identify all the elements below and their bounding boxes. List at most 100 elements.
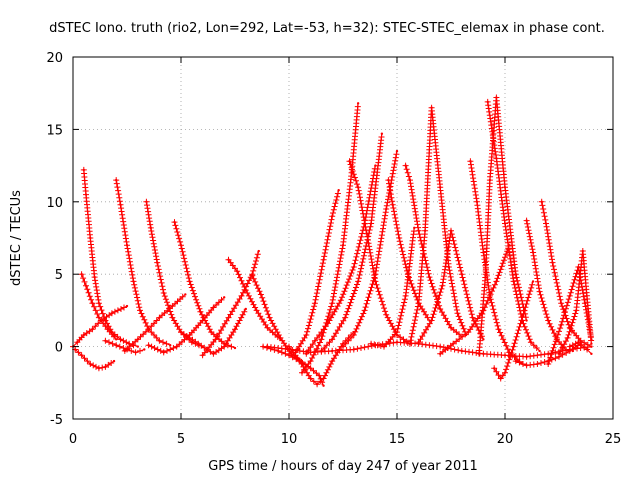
- data-point: [408, 178, 412, 182]
- data-point: [97, 301, 101, 305]
- data-point: [374, 280, 377, 283]
- data-point: [110, 330, 114, 334]
- data-point: [428, 275, 431, 279]
- data-point: [197, 342, 200, 345]
- data-point: [212, 352, 215, 356]
- data-point: [82, 168, 86, 172]
- x-tick-label: 10: [281, 432, 298, 447]
- data-point: [212, 306, 215, 309]
- data-point: [255, 309, 258, 312]
- data-point: [482, 338, 485, 341]
- data-point: [233, 328, 237, 331]
- data-point: [322, 377, 325, 380]
- data-point: [525, 319, 528, 322]
- data-point: [493, 367, 496, 370]
- data-point: [406, 273, 409, 276]
- chart-title: dSTEC Iono. truth (rio2, Lon=292, Lat=-5…: [49, 21, 605, 36]
- data-point: [235, 270, 239, 273]
- data-point: [590, 345, 593, 348]
- data-point: [158, 316, 161, 319]
- data-point: [512, 280, 515, 283]
- data-point: [339, 299, 343, 302]
- data-point: [547, 352, 550, 356]
- data-point: [395, 341, 399, 344]
- series-line: [74, 349, 115, 369]
- series-17: [299, 102, 361, 376]
- data-point: [471, 316, 474, 319]
- data-point: [214, 338, 217, 341]
- data-point: [531, 251, 535, 254]
- data-point: [223, 345, 226, 348]
- data-point: [536, 362, 539, 366]
- data-point: [484, 273, 487, 276]
- data-point: [149, 226, 152, 230]
- data-point: [309, 377, 312, 380]
- data-point: [73, 348, 77, 351]
- data-point: [531, 280, 535, 283]
- data-point: [104, 365, 107, 369]
- data-point: [382, 345, 386, 348]
- data-point: [104, 319, 107, 322]
- data-point: [365, 232, 368, 235]
- data-point: [227, 316, 230, 319]
- data-point: [315, 383, 319, 386]
- data-point: [503, 354, 507, 357]
- series-27: [437, 244, 512, 357]
- y-tick-label: 20: [46, 51, 63, 66]
- data-point: [512, 345, 515, 348]
- series-26: [415, 227, 485, 346]
- data-point: [590, 352, 593, 356]
- data-point: [404, 294, 407, 298]
- data-point: [261, 345, 265, 348]
- data-point: [331, 215, 334, 218]
- data-point: [179, 244, 183, 247]
- data-point: [119, 203, 122, 206]
- data-point: [488, 294, 492, 298]
- data-point: [352, 265, 355, 269]
- data-point: [289, 352, 293, 356]
- data-point: [97, 367, 101, 370]
- x-tick-label: 25: [605, 432, 622, 447]
- data-point: [279, 336, 282, 340]
- data-point: [138, 309, 142, 312]
- data-point: [84, 193, 88, 196]
- data-point: [251, 274, 254, 277]
- data-point: [341, 244, 345, 247]
- data-point: [568, 348, 571, 351]
- data-point: [451, 342, 455, 345]
- data-point: [184, 293, 187, 296]
- data-point: [84, 284, 88, 287]
- y-tick-label: 0: [55, 341, 63, 356]
- data-point: [156, 261, 159, 264]
- data-point: [439, 345, 442, 348]
- data-point: [439, 352, 442, 356]
- data-point: [356, 102, 360, 105]
- data-point: [331, 338, 334, 341]
- data-point: [257, 249, 260, 253]
- data-point: [322, 258, 325, 261]
- data-point: [559, 323, 563, 327]
- data-point: [309, 359, 312, 363]
- data-point: [369, 222, 373, 225]
- data-point: [110, 312, 114, 315]
- series-38: [264, 339, 593, 360]
- data-point: [188, 280, 191, 283]
- data-point: [439, 307, 442, 311]
- data-point: [76, 341, 79, 344]
- data-point: [268, 316, 271, 319]
- data-point: [223, 296, 226, 299]
- data-point: [259, 293, 263, 296]
- series-28: [467, 158, 524, 366]
- data-point: [91, 328, 94, 331]
- data-point: [417, 301, 420, 305]
- data-point: [145, 200, 148, 203]
- data-point: [456, 312, 459, 315]
- data-point: [395, 330, 399, 334]
- data-point: [395, 149, 399, 153]
- data-point: [439, 186, 442, 189]
- data-point: [210, 330, 213, 334]
- data-point: [171, 316, 174, 319]
- data-point: [136, 338, 139, 341]
